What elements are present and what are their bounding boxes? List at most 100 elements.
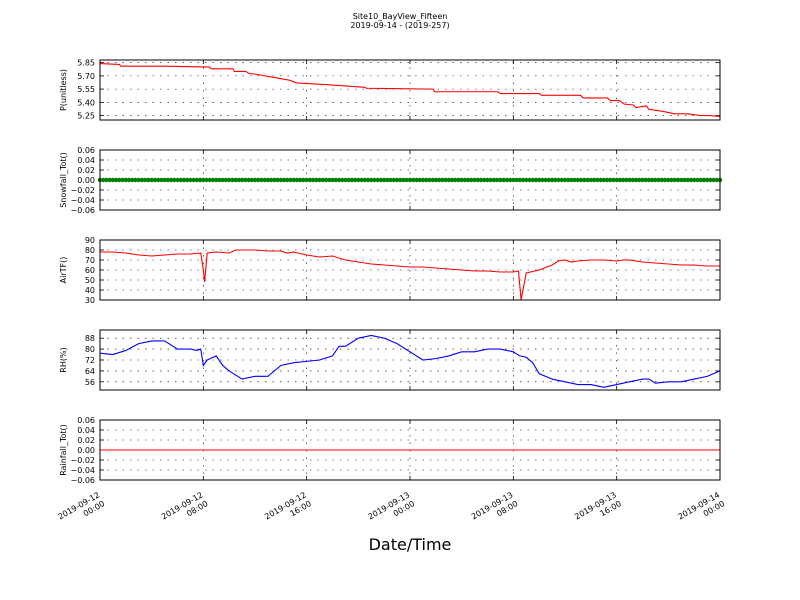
series-marker (394, 177, 400, 183)
series-marker (514, 177, 519, 183)
y-tick-label: −0.02 (70, 456, 95, 465)
series-marker (120, 177, 125, 183)
series-marker (391, 177, 397, 183)
y-tick-label: 0.00 (77, 176, 95, 185)
series-marker (101, 177, 106, 183)
series-marker (536, 177, 542, 183)
panel-5: 0.060.040.020.00−0.02−0.04−0.06Rainfall_… (59, 416, 721, 485)
series-marker (236, 177, 242, 183)
series-marker (669, 177, 674, 183)
series-marker (162, 177, 167, 183)
series-marker (330, 177, 335, 183)
series-marker (165, 177, 171, 183)
series-marker (465, 177, 471, 183)
series-marker (485, 177, 490, 183)
series-marker (627, 177, 632, 183)
series-marker (494, 177, 500, 183)
series-marker (666, 177, 671, 183)
series-marker (459, 177, 464, 183)
series-marker (307, 177, 313, 183)
series-marker (585, 177, 590, 183)
panel-4: 88 80 72 64 56 RH(%) (59, 329, 721, 391)
y-axis-label: RH(%) (59, 347, 68, 372)
series-marker (601, 177, 606, 183)
series-marker (630, 177, 636, 183)
series-marker (649, 177, 655, 183)
series-marker (123, 177, 129, 183)
y-tick-label: 0.02 (77, 166, 95, 175)
series-marker (320, 177, 326, 183)
series-marker (188, 177, 193, 183)
series-marker (262, 177, 267, 183)
y-tick-label: 80 (85, 246, 95, 255)
y-tick-label: 88 (85, 334, 95, 343)
series-marker (314, 177, 319, 183)
series-marker (433, 177, 439, 183)
series-marker (685, 177, 690, 183)
series-marker (436, 177, 442, 183)
series-marker (682, 177, 687, 183)
series-marker (507, 177, 513, 183)
series-marker (427, 177, 432, 183)
series-marker (136, 177, 141, 183)
series-marker (217, 177, 222, 183)
y-tick-label: −0.04 (70, 466, 95, 475)
series-marker (168, 177, 174, 183)
series-marker (294, 177, 300, 183)
series-marker (398, 177, 403, 183)
series-marker (223, 177, 229, 183)
series-marker (672, 177, 677, 183)
series-marker (708, 177, 713, 183)
series-marker (381, 177, 387, 183)
series-marker (556, 177, 561, 183)
series-marker (698, 177, 703, 183)
series-marker (252, 177, 258, 183)
series-marker (159, 177, 164, 183)
series-marker (549, 177, 555, 183)
series-marker (178, 177, 183, 183)
series-marker (582, 177, 587, 183)
y-tick-label: 0.02 (77, 436, 95, 445)
series-marker (113, 177, 119, 183)
series-marker (349, 177, 355, 183)
series-marker (220, 177, 225, 183)
panel-frame (99, 419, 721, 481)
series-marker (527, 177, 532, 183)
series-marker (637, 177, 642, 183)
series-marker (210, 177, 216, 183)
y-tick-label: 90 (85, 236, 95, 245)
y-tick-label: 5.70 (77, 72, 95, 81)
series-marker (608, 177, 613, 183)
y-tick-label: 0.06 (77, 416, 95, 425)
series-marker (339, 177, 345, 183)
y-tick-label: −0.06 (70, 476, 95, 485)
y-tick-label: 5.25 (77, 112, 95, 121)
series-marker (462, 177, 468, 183)
series-marker (679, 177, 684, 183)
series-marker (385, 177, 390, 183)
y-tick-label: 5.40 (77, 98, 95, 107)
series-marker (420, 177, 426, 183)
panel-frame (99, 329, 721, 391)
series-marker (501, 177, 506, 183)
series-marker (662, 177, 668, 183)
y-tick-label: 80 (85, 345, 95, 354)
series-marker (233, 177, 238, 183)
panel-2: 0.060.040.020.00−0.02−0.04−0.06Snowfall_… (59, 146, 723, 215)
series-marker (146, 177, 151, 183)
series-marker (343, 177, 348, 183)
series-marker (197, 177, 203, 183)
series-marker (440, 177, 445, 183)
series-marker (226, 177, 232, 183)
series-marker (401, 177, 406, 183)
series-marker (546, 177, 552, 183)
series-marker (378, 177, 384, 183)
series-marker (620, 177, 626, 183)
series-marker (446, 177, 451, 183)
series-marker (133, 177, 138, 183)
series-marker (691, 177, 697, 183)
